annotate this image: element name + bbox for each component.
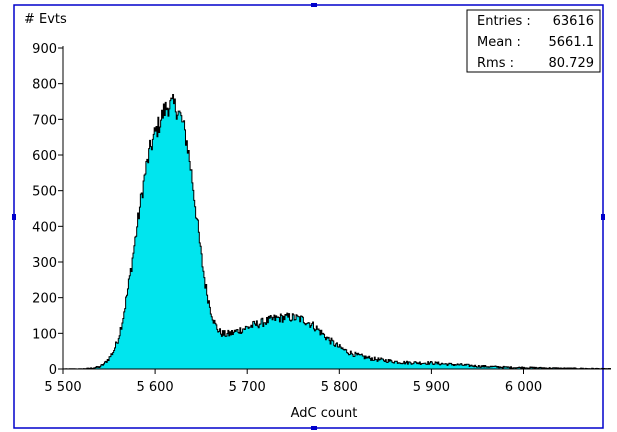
y-tick-label: 900	[32, 42, 57, 57]
y-tick-label: 400	[32, 220, 57, 235]
x-axis-title: AdC count	[291, 406, 358, 421]
y-tick-label: 600	[32, 149, 57, 164]
y-tick-label: 200	[32, 292, 57, 307]
histogram-fill	[63, 94, 611, 369]
y-tick-label: 700	[32, 113, 57, 128]
stats-rms-label: Rms :	[477, 56, 514, 71]
frame-handle-right[interactable]	[601, 214, 605, 220]
x-tick-label: 5 500	[44, 380, 81, 395]
y-tick-label: 100	[32, 327, 57, 342]
y-axis-title: # Evts	[24, 12, 67, 27]
y-tick-label: 300	[32, 256, 57, 271]
stats-rms-value: 80.729	[549, 56, 595, 71]
stats-box-frame	[466, 9, 601, 73]
x-axis-ticks: 5 500 5 600 5 700 5 800 5 900 6 000	[44, 369, 542, 395]
frame-handle-top[interactable]	[311, 3, 317, 7]
stats-entries-label: Entries :	[477, 14, 531, 29]
stats-entries-value: 63616	[553, 14, 594, 29]
frame-handle-left[interactable]	[12, 214, 16, 220]
x-tick-label: 5 800	[321, 380, 358, 395]
x-tick-label: 6 000	[505, 380, 542, 395]
y-tick-label: 500	[32, 185, 57, 200]
x-tick-label: 5 900	[413, 380, 450, 395]
stats-mean-label: Mean :	[477, 35, 521, 50]
y-axis-ticks: 0 100 200 300 400 500 600 700 800 900	[32, 42, 63, 378]
stats-mean-value: 5661.1	[549, 35, 595, 50]
y-tick-label: 800	[32, 78, 57, 93]
frame-handle-bottom[interactable]	[311, 426, 317, 430]
y-tick-label: 0	[49, 363, 57, 378]
x-tick-label: 5 600	[136, 380, 173, 395]
x-tick-label: 5 700	[229, 380, 266, 395]
histogram-outline	[62, 93, 611, 370]
stats-box: Entries : 63616 Mean : 5661.1 Rms : 80.7…	[466, 9, 601, 73]
